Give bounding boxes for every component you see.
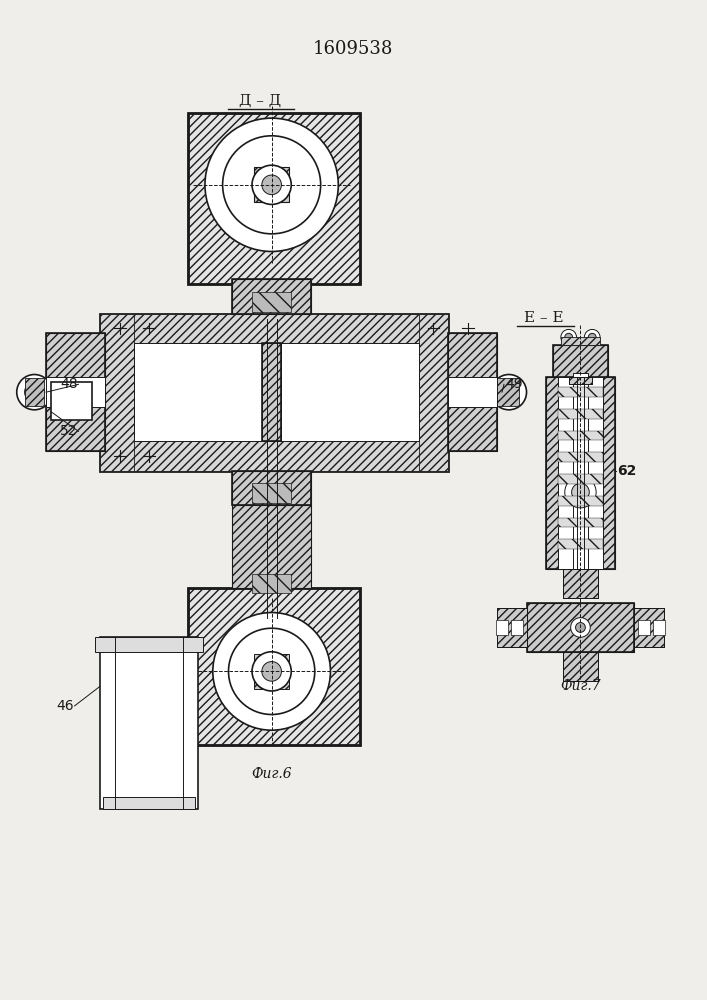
Bar	[274, 284, 302, 304]
Bar	[558, 377, 603, 569]
Bar	[233, 279, 311, 314]
Bar	[233, 279, 311, 314]
Bar	[634, 608, 664, 647]
Bar	[558, 431, 603, 440]
Bar	[419, 314, 448, 471]
Bar	[497, 378, 519, 406]
Circle shape	[262, 175, 281, 195]
Circle shape	[223, 136, 321, 234]
Text: Д – Д: Д – Д	[239, 94, 281, 108]
Bar	[188, 113, 360, 284]
Bar	[496, 620, 508, 635]
Bar	[100, 314, 134, 471]
Bar	[558, 409, 603, 419]
Circle shape	[25, 382, 45, 402]
Bar	[563, 652, 598, 681]
Bar	[233, 471, 311, 505]
Bar	[95, 637, 203, 652]
Bar	[258, 301, 286, 319]
Text: 48: 48	[60, 377, 78, 391]
Bar	[262, 343, 281, 441]
Bar	[254, 654, 289, 689]
Bar	[100, 314, 448, 343]
Circle shape	[572, 483, 589, 501]
Bar	[634, 608, 664, 647]
Text: Фиг.7: Фиг.7	[560, 679, 601, 693]
Bar	[546, 377, 615, 569]
Text: 62: 62	[617, 464, 636, 478]
Circle shape	[561, 329, 576, 345]
Bar	[546, 377, 615, 569]
Circle shape	[565, 476, 596, 508]
Bar	[568, 377, 592, 384]
Bar	[448, 377, 497, 407]
Bar	[448, 333, 497, 451]
Circle shape	[499, 382, 519, 402]
Bar	[573, 373, 588, 574]
Bar	[103, 797, 195, 809]
Bar	[188, 113, 360, 284]
Circle shape	[575, 623, 585, 632]
Bar	[561, 337, 600, 345]
Bar	[46, 377, 105, 407]
Circle shape	[588, 333, 596, 341]
Text: 49: 49	[505, 377, 522, 391]
Bar	[252, 483, 291, 503]
Bar	[511, 620, 522, 635]
Bar	[558, 474, 603, 484]
Bar	[233, 471, 311, 505]
Text: 52: 52	[60, 424, 78, 438]
Bar	[527, 603, 634, 652]
Bar	[252, 574, 291, 593]
Bar	[100, 637, 198, 809]
Bar	[553, 345, 608, 384]
Circle shape	[205, 118, 339, 251]
Bar	[100, 441, 448, 471]
Bar	[134, 343, 419, 441]
Bar	[553, 345, 608, 384]
Bar	[568, 377, 592, 384]
Circle shape	[491, 375, 527, 410]
Bar	[558, 496, 603, 506]
Bar	[448, 333, 497, 451]
Circle shape	[252, 652, 291, 691]
Text: Е – Е: Е – Е	[525, 311, 564, 325]
Bar	[46, 333, 105, 451]
Bar	[558, 452, 603, 462]
Bar	[254, 167, 289, 202]
Circle shape	[17, 375, 52, 410]
Circle shape	[213, 613, 330, 730]
Bar	[558, 539, 603, 549]
Bar	[262, 319, 281, 618]
Text: 46: 46	[56, 699, 74, 713]
Bar	[558, 387, 603, 397]
Bar	[527, 603, 634, 652]
Bar	[653, 620, 665, 635]
Bar	[188, 588, 360, 745]
Bar	[51, 382, 92, 420]
Circle shape	[228, 628, 315, 715]
Text: Фиг.6: Фиг.6	[251, 767, 292, 781]
Circle shape	[262, 662, 281, 681]
Bar	[188, 588, 360, 745]
Bar	[262, 343, 281, 441]
Bar	[100, 314, 448, 471]
Bar	[241, 284, 269, 304]
Text: 1609538: 1609538	[312, 40, 393, 58]
Bar	[25, 378, 45, 406]
Circle shape	[565, 333, 573, 341]
Bar	[497, 608, 527, 647]
Circle shape	[252, 165, 291, 204]
Bar	[563, 569, 598, 598]
Bar	[497, 608, 527, 647]
Circle shape	[585, 329, 600, 345]
Bar	[252, 292, 291, 312]
Bar	[46, 333, 105, 451]
Bar	[233, 505, 311, 588]
Bar	[558, 518, 603, 527]
Circle shape	[571, 618, 590, 637]
Bar	[563, 569, 598, 598]
Bar	[563, 652, 598, 681]
Bar	[638, 620, 650, 635]
